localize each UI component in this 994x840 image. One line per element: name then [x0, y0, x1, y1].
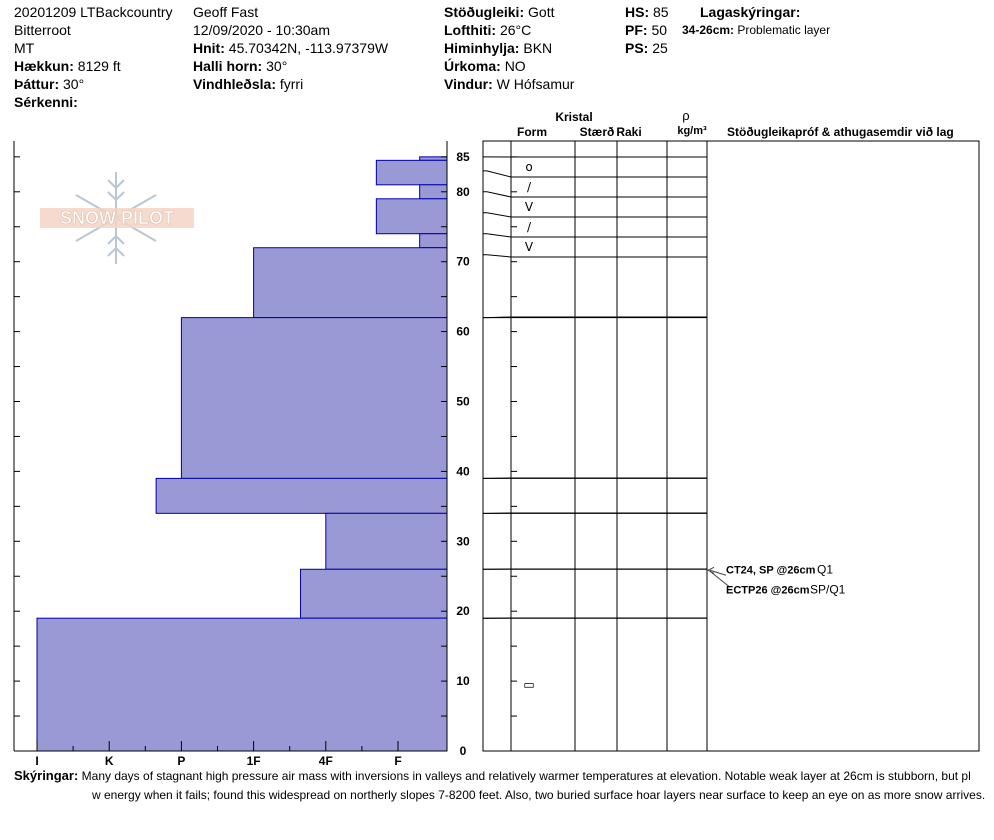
layer-legend-entry: 34-26cm: Problematic layer — [682, 23, 831, 37]
layer-legend-title: Lagaskýringar: — [700, 4, 801, 20]
density-unit-header: kg/m³ — [677, 125, 707, 137]
hardness-bar-5 — [253, 247, 448, 319]
grain-form-symbol: o — [525, 160, 532, 174]
test-quality: SP/Q1 — [810, 582, 846, 596]
test-code: CT24, SP @26cm — [726, 564, 816, 576]
hardness-tick-label: 1F — [247, 754, 261, 768]
hardness-bar-3 — [375, 198, 448, 235]
hs-field: HS: 85 — [625, 4, 669, 20]
grain-form-symbol: ▭ — [523, 678, 534, 692]
depth-tick-label: 50 — [456, 395, 470, 409]
comments-line-1: Many days of stagnant high pressure air … — [81, 769, 971, 783]
depth-axis: 0 10 20 30 40 50 60 70 80 85 — [456, 150, 470, 758]
hardness-bar-10 — [36, 617, 448, 752]
grain-form-symbol: V — [525, 200, 534, 214]
hardness-tick-label: F — [394, 754, 401, 768]
state-name: MT — [14, 40, 35, 56]
comments-section: Skýringar: Many days of stagnant high pr… — [14, 766, 994, 805]
crystal-header: Kristal — [555, 110, 592, 124]
hardness-frame: I K P 1F 4F F — [13, 141, 448, 768]
grain-form-symbol: V — [525, 240, 534, 254]
hardness-bar-7 — [155, 477, 448, 514]
tests-header: Stöðugleikapróf & athugasemdir við lag — [727, 125, 954, 139]
logo-text: SNOW PILOT — [60, 208, 174, 228]
elevation-field: Hækkun: 8129 ft — [14, 58, 121, 74]
hardness-tick-label: K — [105, 754, 114, 768]
pf-field: PF: 50 — [625, 22, 668, 38]
sky-cover-field: Himinhylja: BKN — [444, 40, 553, 56]
stability-tests: CT24, SP @26cm Q1 ECTP26 @26cm SP/Q1 — [706, 562, 846, 596]
hardness-bars — [36, 156, 448, 752]
layer-connector — [483, 170, 512, 178]
coordinates-field: Hnit: 45.70342N, -113.97379W — [193, 40, 389, 56]
aspect-field: Þáttur: 30° — [14, 76, 85, 92]
test-arrow — [709, 570, 731, 588]
features-field: Sérkenni: — [14, 94, 78, 110]
hardness-bar-6 — [180, 317, 448, 479]
depth-tick-label: 80 — [456, 185, 470, 199]
ps-field: PS: 25 — [625, 40, 668, 56]
depth-tick-label: 10 — [456, 674, 470, 688]
stratigraphy-table: o / V / V ▭ — [482, 140, 980, 752]
header-col4: HS: 85 PF: 50 PS: 25 — [625, 3, 669, 57]
test-quality: Q1 — [817, 562, 833, 576]
precip-field: Úrkoma: NO — [444, 58, 526, 74]
grain-form-symbol: / — [527, 220, 532, 234]
hardness-tick-label: 4F — [319, 754, 333, 768]
hardness-bar-0 — [419, 156, 448, 161]
layer-connector — [483, 254, 512, 258]
layer-connector — [483, 191, 512, 198]
observer-name: Geoff Fast — [193, 4, 259, 20]
wind-field: Vindur: W Hófsamur — [444, 76, 575, 92]
rho-header: ρ — [682, 108, 689, 123]
stability-field: Stöðugleiki: Gott — [444, 4, 555, 20]
depth-tick-label: 70 — [456, 255, 470, 269]
table-border — [482, 140, 980, 752]
moisture-header: Raki — [616, 125, 641, 139]
comments-label: Skýringar: — [14, 768, 79, 783]
depth-tick-label: 85 — [456, 150, 470, 164]
range-name: Bitterroot — [14, 22, 71, 38]
hardness-bar-8 — [325, 512, 448, 570]
depth-tick-label: 40 — [456, 464, 470, 478]
layer-connector — [483, 233, 512, 238]
header-col1: 20201209 LTBackcountry Bitterroot MT Hæk… — [14, 3, 173, 111]
column-headers: Kristal Form Stærð Raki ρ kg/m³ Stöðugle… — [517, 108, 954, 139]
depth-tick-label: 20 — [456, 604, 470, 618]
depth-tick-label: 0 — [460, 744, 467, 758]
header-col3: Stöðugleiki: Gott Lofthiti: 26°C Himinhy… — [444, 3, 574, 93]
snowpilot-logo: SNOW PILOT — [40, 172, 194, 264]
hardness-bar-9 — [300, 568, 448, 619]
header-col2: Geoff Fast 12/09/2020 - 10:30am Hnit: 45… — [193, 3, 388, 93]
depth-tick-label: 60 — [456, 325, 470, 339]
test-arrowhead — [706, 566, 715, 574]
test-code: ECTP26 @26cm — [726, 584, 810, 596]
layer-connector — [483, 212, 512, 218]
hardness-tick-label: P — [177, 754, 185, 768]
form-header: Form — [517, 125, 547, 139]
layer-legend: Lagaskýringar: 34-26cm: Problematic laye… — [682, 3, 830, 39]
air-temp-field: Lofthiti: 26°C — [444, 22, 532, 38]
hardness-tick-label: I — [35, 754, 38, 768]
comments-line-2: w energy when it fails; found this wides… — [92, 788, 986, 802]
test-arrow — [709, 569, 727, 576]
profile-name: 20201209 LTBackcountry — [14, 4, 173, 20]
depth-tick-label: 30 — [456, 534, 470, 548]
slope-angle-field: Halli horn: 30° — [193, 58, 288, 74]
hardness-bar-4 — [419, 233, 448, 249]
obs-datetime: 12/09/2020 - 10:30am — [193, 22, 330, 38]
size-header: Stærð — [580, 125, 615, 139]
hardness-bar-1 — [375, 159, 448, 186]
grain-form-symbol: / — [527, 180, 532, 194]
wind-loading-field: Vindhleðsla: fyrri — [193, 76, 304, 92]
